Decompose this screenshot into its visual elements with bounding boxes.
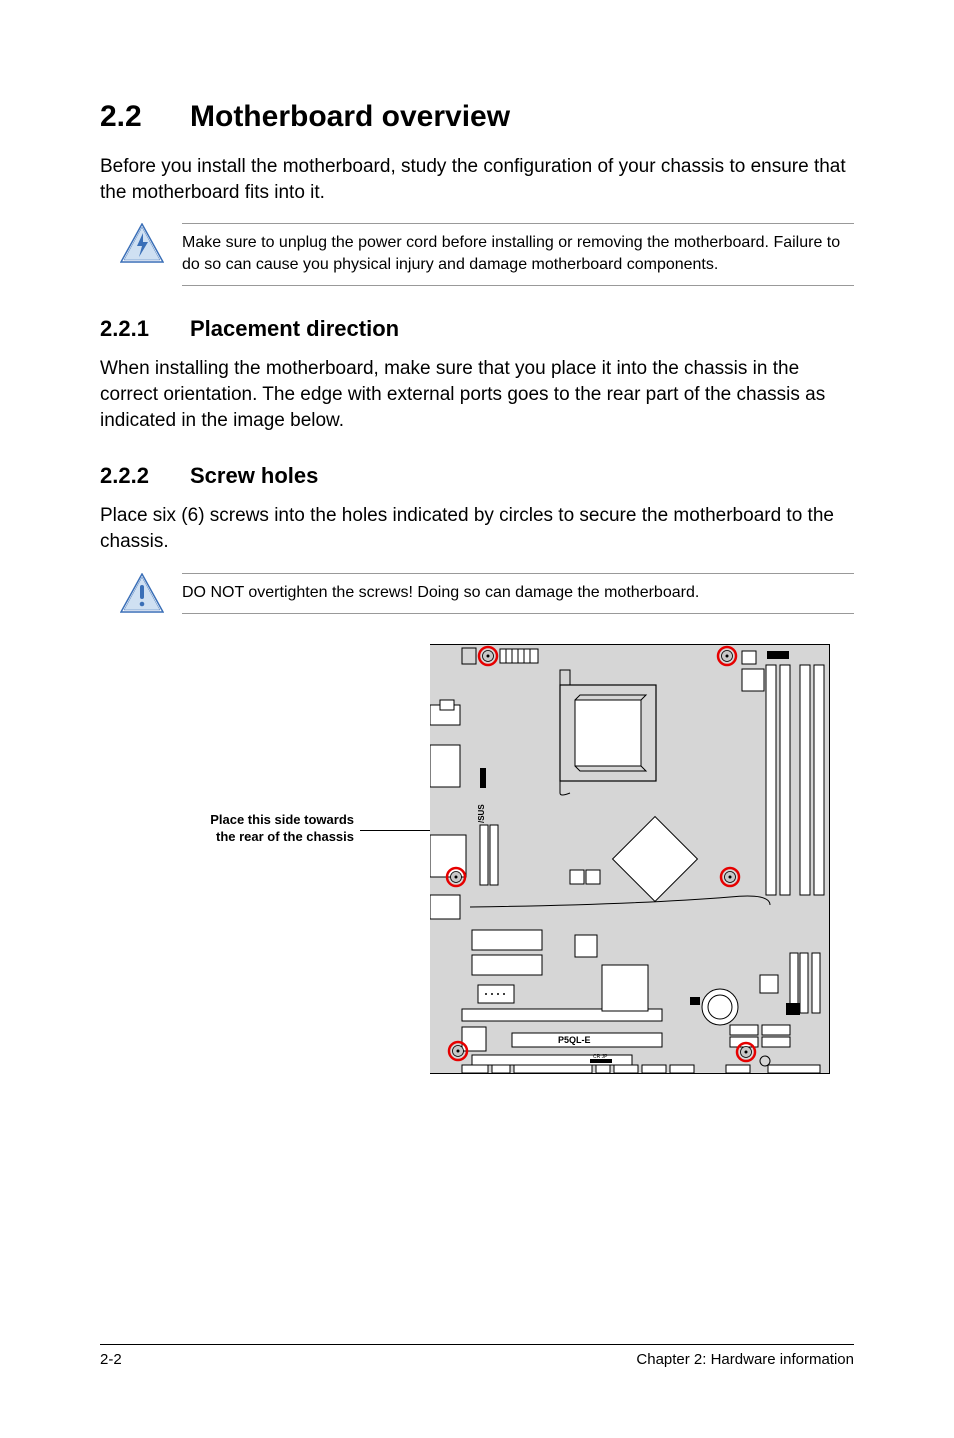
screw-hole-marker	[479, 647, 497, 665]
board-svg: /SUS	[430, 645, 830, 1075]
section-intro: Before you install the motherboard, stud…	[100, 154, 854, 205]
diagram-side-label: Place this side towards the rear of the …	[180, 644, 360, 846]
caution-text: DO NOT overtighten the screws! Doing so …	[182, 573, 854, 615]
subsection-number: 2.2.1	[100, 316, 190, 342]
chapter-label: Chapter 2: Hardware information	[636, 1351, 854, 1368]
diagram-leader-line	[360, 830, 430, 831]
subsection-number: 2.2.2	[100, 463, 190, 489]
svg-text:CR JP: CR JP	[593, 1054, 608, 1060]
caution-callout-screws: DO NOT overtighten the screws! Doing so …	[120, 573, 854, 615]
section-number: 2.2	[100, 100, 190, 134]
page-number: 2-2	[100, 1351, 122, 1368]
subsection-heading-screws: 2.2.2Screw holes	[100, 463, 854, 489]
exclamation-caution-icon	[120, 573, 164, 613]
subsection-title: Placement direction	[190, 316, 399, 341]
lightning-warning-icon	[120, 223, 164, 263]
screws-text: Place six (6) screws into the holes indi…	[100, 503, 854, 554]
board-model-label: P5QL-E	[558, 1035, 591, 1045]
motherboard-outline: /SUS	[430, 644, 830, 1074]
screw-hole-marker	[718, 647, 736, 665]
screw-hole-marker	[721, 868, 739, 886]
subsection-heading-placement: 2.2.1Placement direction	[100, 316, 854, 342]
svg-text:/SUS: /SUS	[477, 804, 486, 823]
placement-text: When installing the motherboard, make su…	[100, 356, 854, 433]
warning-callout-power: Make sure to unplug the power cord befor…	[120, 223, 854, 286]
warning-text: Make sure to unplug the power cord befor…	[182, 223, 854, 286]
section-heading: 2.2Motherboard overview	[100, 100, 854, 134]
motherboard-diagram: Place this side towards the rear of the …	[180, 644, 854, 1074]
page-footer: 2-2 Chapter 2: Hardware information	[100, 1344, 854, 1368]
section-title: Motherboard overview	[190, 100, 510, 133]
subsection-title: Screw holes	[190, 463, 318, 488]
